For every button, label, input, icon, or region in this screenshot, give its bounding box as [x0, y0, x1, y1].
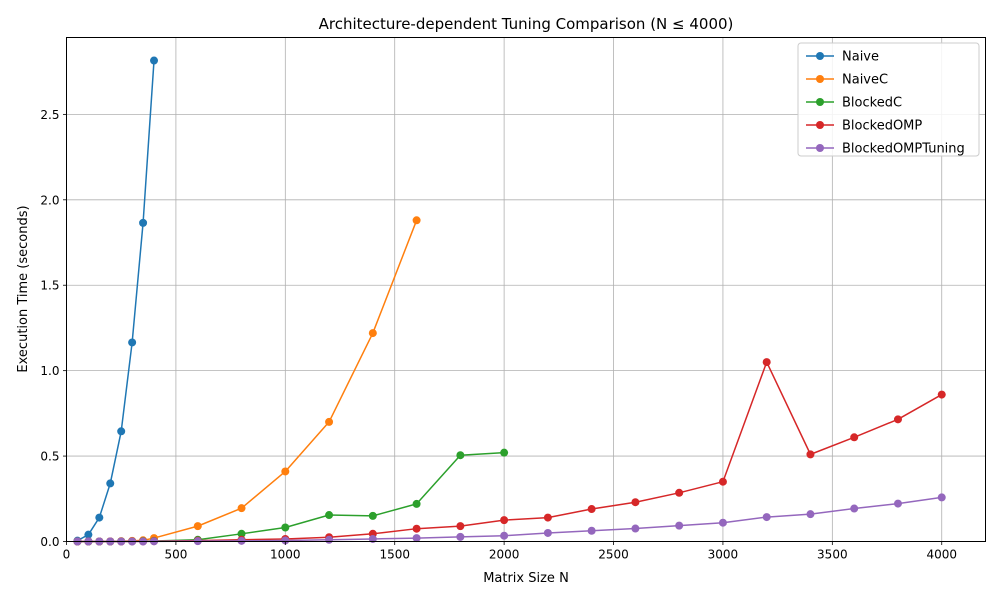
data-point-blockedomp: [937, 390, 946, 399]
data-point-blockedomp: [631, 498, 640, 507]
y-tick-label: 2.5: [40, 108, 59, 122]
data-point-blockedomptuning: [806, 510, 815, 519]
data-point-blockedomptuning: [631, 524, 640, 533]
data-point-blockedomptuning: [237, 536, 246, 545]
data-point-blockedc: [368, 511, 377, 520]
legend-label-naivec: NaiveC: [842, 73, 888, 88]
data-point-naivec: [237, 504, 246, 513]
legend: Naive NaiveC BlockedC BlockedOMP BlockedOMPT…: [797, 42, 980, 157]
x-tick-label: 500: [164, 548, 187, 562]
data-point-blockedomptuning: [325, 535, 334, 544]
data-point-blockedomptuning: [675, 521, 684, 530]
legend-item-naivec: NaiveC: [806, 73, 888, 88]
y-tick-label: 0.0: [40, 535, 59, 549]
x-tick-label: 2500: [598, 548, 629, 562]
chart-title: Architecture-dependent Tuning Comparison…: [319, 15, 734, 33]
data-point-blockedomp: [412, 524, 421, 533]
data-point-naive: [84, 530, 93, 539]
plot-frame: [66, 37, 986, 542]
series-group: [73, 56, 946, 546]
series-naive: [73, 56, 159, 545]
legend-item-blockedc: BlockedC: [806, 96, 902, 111]
data-point-blockedomptuning: [368, 534, 377, 543]
y-tick-label: 1.5: [40, 279, 59, 293]
legend-marker-naive: [816, 52, 824, 60]
data-point-blockedc: [237, 529, 246, 538]
data-point-blockedomp: [500, 516, 509, 525]
data-point-blockedomptuning: [587, 526, 596, 535]
data-point-blockedomp: [587, 505, 596, 514]
y-tick-label: 2.0: [40, 193, 59, 207]
data-point-blockedc: [325, 511, 334, 520]
data-point-blockedomptuning: [937, 493, 946, 502]
legend-item-blockedomptuning: BlockedOMPTuning: [806, 142, 965, 157]
y-tick-label: 1.0: [40, 364, 59, 378]
data-point-blockedomptuning: [543, 528, 552, 537]
legend-marker-blockedc: [816, 98, 824, 106]
data-point-naive: [139, 218, 148, 227]
series-blockedomptuning: [73, 493, 946, 546]
x-tick-label: 1500: [379, 548, 410, 562]
data-point-blockedc: [456, 451, 465, 460]
data-point-blockedc: [281, 523, 290, 532]
data-point-naive: [117, 427, 126, 436]
data-point-blockedomp: [675, 488, 684, 497]
x-tick-label: 4000: [926, 548, 957, 562]
legend-label-blockedc: BlockedC: [842, 96, 902, 111]
data-point-naive: [128, 338, 137, 347]
data-point-blockedomp: [762, 358, 771, 367]
x-tick-label: 2000: [489, 548, 520, 562]
data-point-blockedomptuning: [456, 532, 465, 541]
data-point-naivec: [368, 329, 377, 338]
y-tick-label: 0.5: [40, 450, 59, 464]
axis-ticks: 0 500 1000 1500 2000 2500 3000 3500 4000 0.0 0.5 1.…: [40, 108, 957, 562]
data-point-blockedomptuning: [281, 536, 290, 545]
data-point-blockedomp: [456, 522, 465, 531]
x-tick-label: 3000: [708, 548, 739, 562]
legend-marker-blockedomptuning: [816, 144, 824, 152]
data-point-naivec: [193, 522, 202, 531]
data-point-blockedomptuning: [762, 513, 771, 522]
data-point-blockedomptuning: [718, 518, 727, 527]
data-point-blockedomp: [850, 433, 859, 442]
data-point-blockedomptuning: [850, 504, 859, 513]
data-point-naivec: [412, 216, 421, 225]
data-point-naivec: [325, 417, 334, 426]
legend-label-naive: Naive: [842, 50, 879, 65]
legend-label-blockedomp: BlockedOMP: [842, 119, 922, 134]
data-point-naivec: [281, 467, 290, 476]
data-point-blockedomp: [543, 513, 552, 522]
x-axis-label: Matrix Size N: [483, 571, 569, 586]
data-point-blockedomptuning: [412, 534, 421, 543]
legend-marker-naivec: [816, 75, 824, 83]
data-point-naive: [106, 479, 115, 488]
legend-box: [797, 42, 980, 157]
data-point-naive: [95, 513, 104, 522]
y-axis-label: Execution Time (seconds): [16, 205, 31, 372]
x-tick-label: 3500: [817, 548, 848, 562]
legend-item-naive: Naive: [806, 50, 879, 65]
data-point-blockedomp: [806, 450, 815, 459]
data-point-blockedc: [412, 499, 421, 508]
legend-marker-blockedomp: [816, 121, 824, 129]
data-point-blockedomptuning: [893, 499, 902, 508]
data-point-blockedomp: [893, 415, 902, 424]
data-point-blockedc: [500, 448, 509, 457]
legend-label-blockedomptuning: BlockedOMPTuning: [842, 142, 965, 157]
x-tick-label: 1000: [270, 548, 301, 562]
x-tick-label: 0: [63, 548, 71, 562]
data-point-blockedomptuning: [500, 531, 509, 540]
data-point-naive: [150, 56, 159, 65]
legend-item-blockedomp: BlockedOMP: [806, 119, 922, 134]
data-point-blockedomp: [718, 477, 727, 486]
